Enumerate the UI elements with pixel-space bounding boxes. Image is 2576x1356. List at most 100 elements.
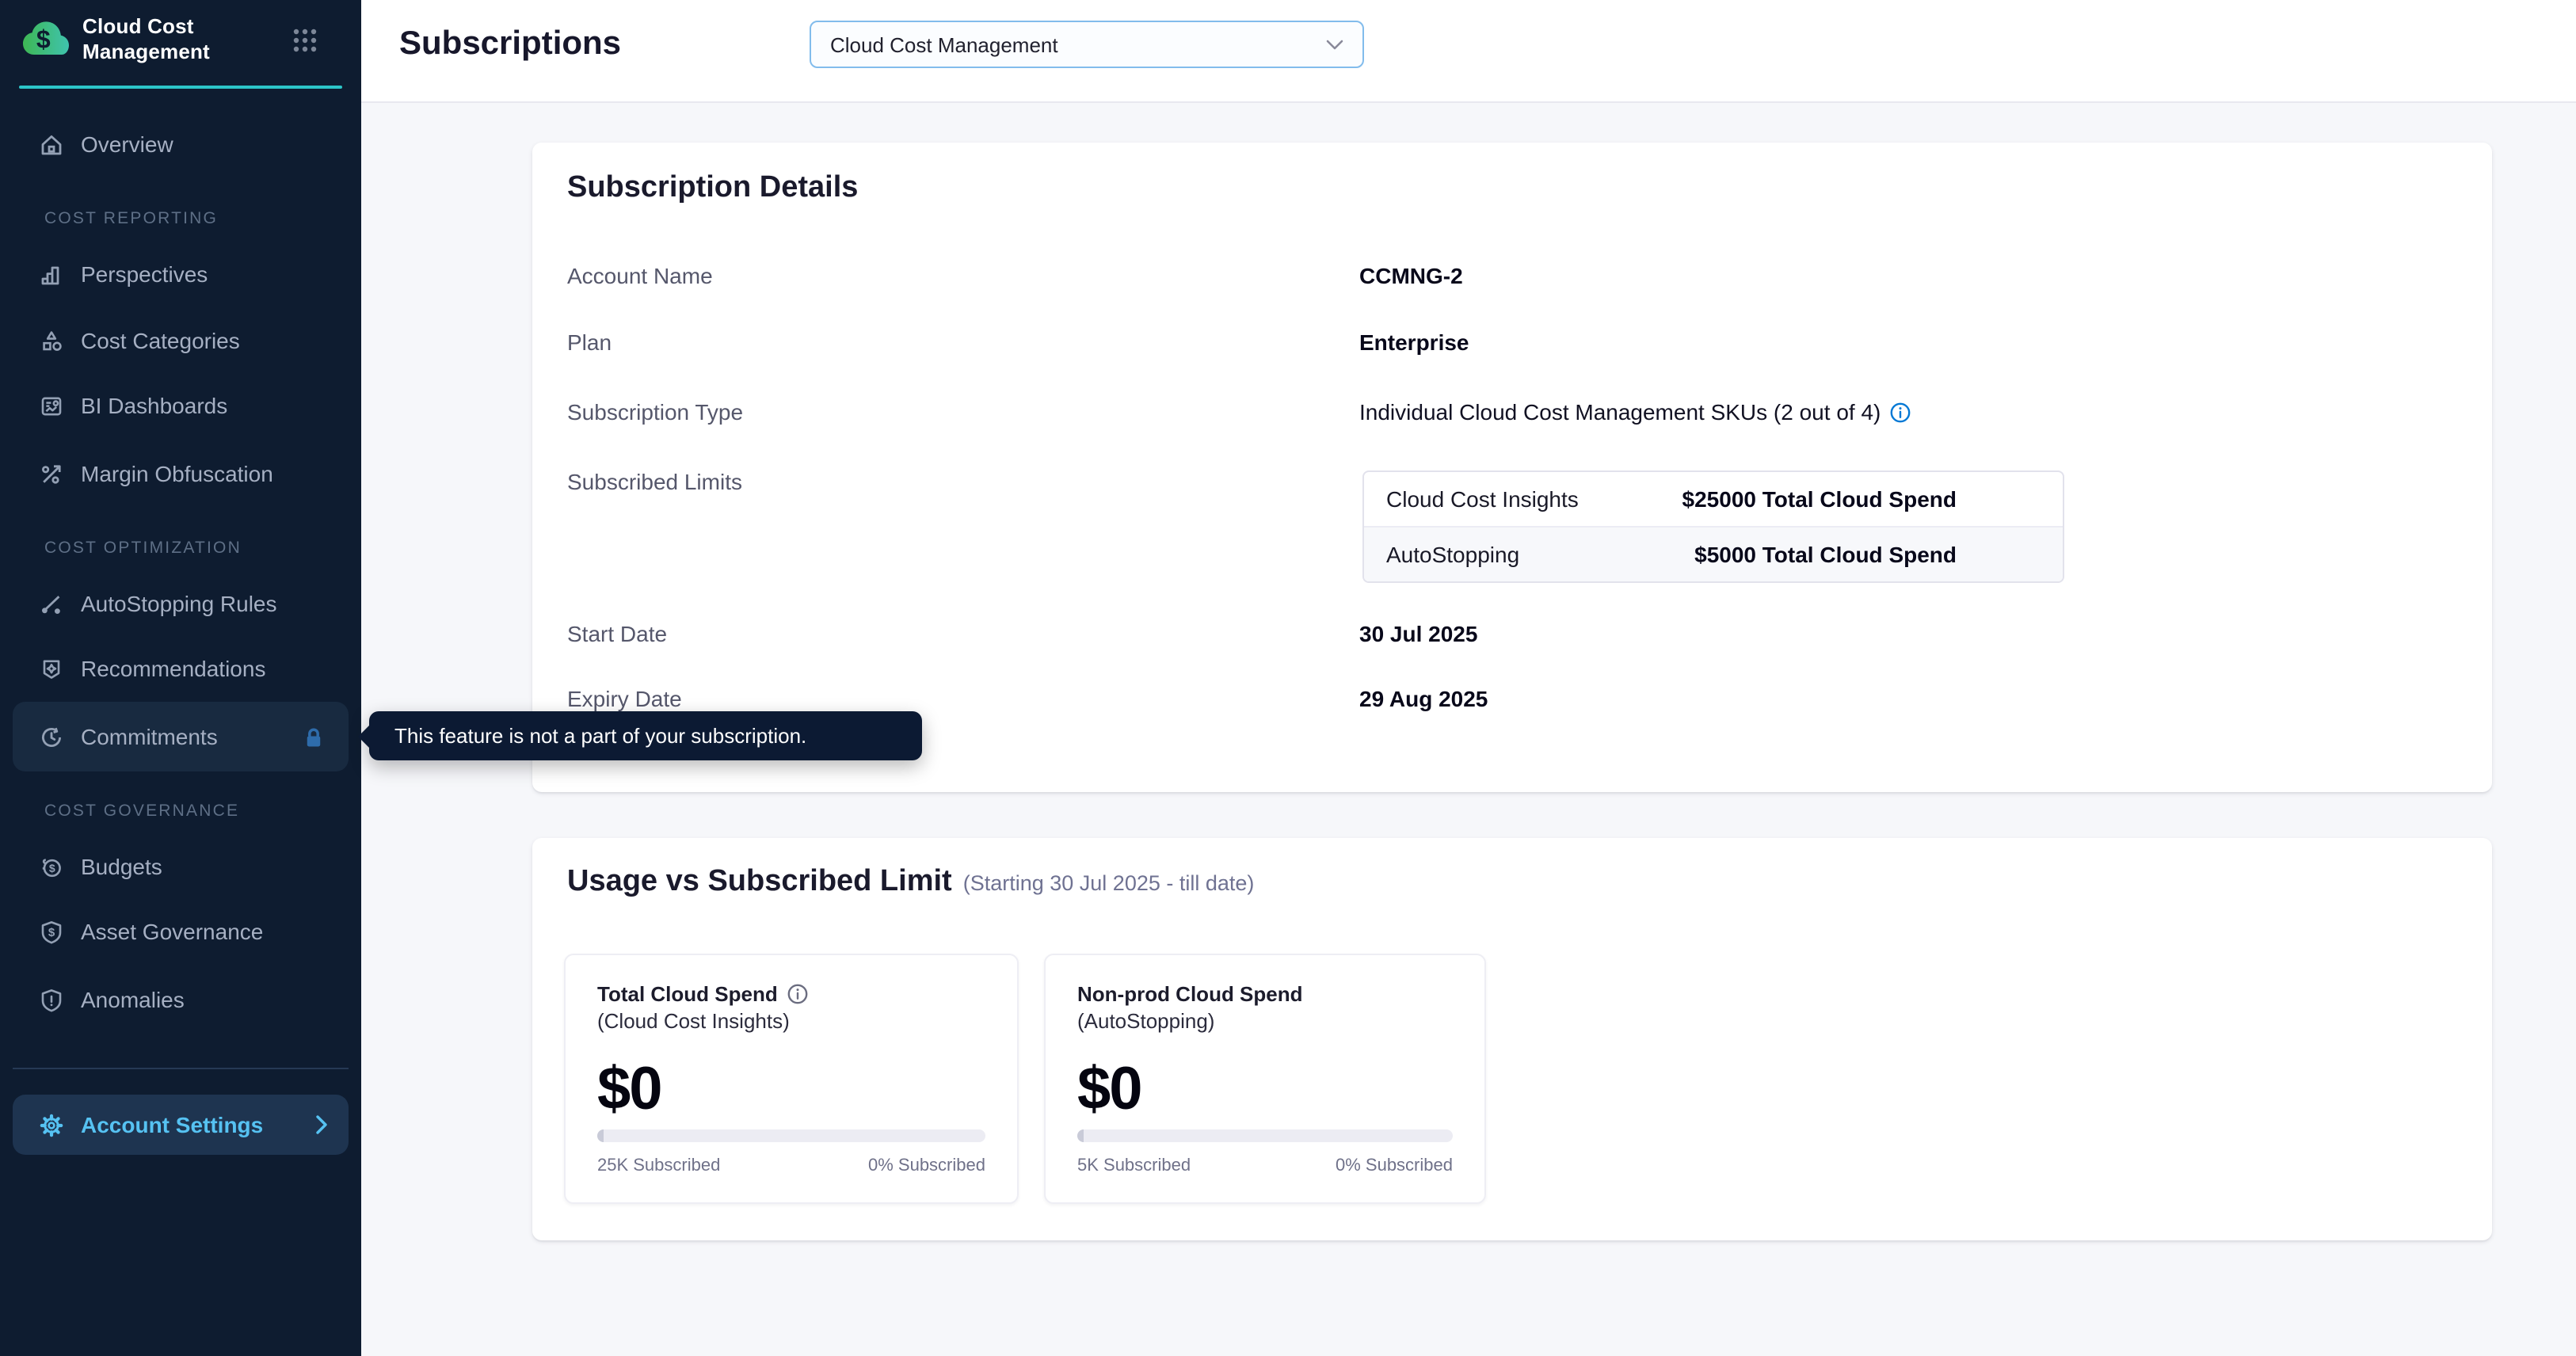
subscribed-percent-label: 0% Subscribed	[1336, 1156, 1453, 1175]
plan-label: Plan	[567, 329, 612, 355]
gear-icon	[40, 1113, 63, 1137]
sidebar-item-label: Cost Categories	[81, 328, 240, 353]
sidebar-item-cost-categories[interactable]: Cost Categories	[0, 312, 361, 369]
sidebar-item-bi-dashboards[interactable]: BI Dashboards	[0, 377, 361, 434]
sidebar-item-label: Asset Governance	[81, 919, 264, 944]
usage-title: Usage vs Subscribed Limit	[567, 865, 952, 898]
sidebar-item-perspectives[interactable]: Perspectives	[0, 246, 361, 303]
non-prod-cloud-spend-stat-card: Non-prod Cloud Spend (AutoStopping) $0 5…	[1044, 954, 1486, 1204]
account-name-value: CCMNG-2	[1359, 263, 1463, 288]
cloud-dollar-logo-icon: $	[23, 21, 69, 55]
chevron-right-icon	[316, 1115, 327, 1134]
spend-value: $0	[1077, 1057, 1143, 1123]
sku-name: Cloud Cost Insights	[1386, 486, 1579, 512]
sidebar-item-recommendations[interactable]: Recommendations	[0, 640, 361, 697]
sidebar-item-overview[interactable]: Overview	[0, 116, 361, 173]
usage-progress-labels: 5K Subscribed 0% Subscribed	[1077, 1156, 1453, 1175]
sku-limit: $5000 Total Cloud Spend	[1694, 542, 1957, 567]
usage-progress-labels: 25K Subscribed 0% Subscribed	[597, 1156, 985, 1175]
module-accent-divider	[19, 86, 342, 89]
total-cloud-spend-stat-card: Total Cloud Spend (Cloud Cost Insights) …	[564, 954, 1019, 1204]
shapes-icon	[43, 330, 62, 350]
percent-trend-icon	[42, 464, 61, 483]
module-selector-value: Cloud Cost Management	[830, 32, 1058, 56]
sidebar-item-label: Budgets	[81, 854, 162, 879]
sku-name: AutoStopping	[1386, 542, 1520, 567]
usage-progress-bar	[597, 1129, 985, 1142]
sidebar-item-autostopping-rules[interactable]: AutoStopping Rules	[0, 575, 361, 632]
shield-alert-icon	[41, 988, 62, 1011]
sidebar-item-label: Recommendations	[81, 656, 266, 681]
chevron-down-icon	[1326, 39, 1343, 49]
subscribed-amount-label: 25K Subscribed	[597, 1156, 721, 1175]
sidebar-item-label: BI Dashboards	[81, 393, 228, 418]
dashboard-image-icon	[41, 396, 62, 415]
usage-subtitle: (Starting 30 Jul 2025 - till date)	[962, 871, 1255, 895]
info-icon[interactable]	[1890, 402, 1911, 422]
sidebar-item-label: Anomalies	[81, 987, 185, 1012]
lock-icon	[307, 727, 321, 746]
info-icon[interactable]	[787, 984, 808, 1004]
refresh-clock-icon	[42, 726, 61, 746]
spend-value: $0	[597, 1057, 663, 1123]
subscribed-percent-label: 0% Subscribed	[868, 1156, 985, 1175]
svg-text:$: $	[49, 861, 55, 874]
sidebar-item-label: Account Settings	[81, 1112, 264, 1137]
page-title: Subscriptions	[399, 25, 622, 62]
stat-subtitle: (AutoStopping)	[1077, 1009, 1215, 1033]
usage-progress-bar	[1077, 1129, 1453, 1142]
page-header: Subscriptions Cloud Cost Management	[361, 0, 2576, 103]
sidebar-item-margin-obfuscation[interactable]: Margin Obfuscation	[0, 445, 361, 502]
usage-title-row: Usage vs Subscribed Limit (Starting 30 J…	[567, 865, 1254, 900]
subscribed-limits-label: Subscribed Limits	[567, 469, 742, 494]
account-name-label: Account Name	[567, 263, 713, 288]
sidebar-item-budgets[interactable]: $ Budgets	[0, 838, 361, 895]
stat-title: Total Cloud Spend	[597, 981, 985, 1007]
stat-subtitle: (Cloud Cost Insights)	[597, 1009, 790, 1033]
sidebar-item-anomalies[interactable]: Anomalies	[0, 971, 361, 1028]
module-grid-icon[interactable]	[292, 27, 318, 54]
table-row: AutoStopping $5000 Total Cloud Spend	[1364, 526, 2063, 581]
sidebar: $ Cloud Cost Management Overview COST RE…	[0, 0, 361, 1356]
usage-progress-fill	[597, 1129, 604, 1142]
svg-text:$: $	[48, 925, 55, 939]
sidebar-item-asset-governance[interactable]: $ Asset Governance	[0, 903, 361, 960]
locked-feature-tooltip: This feature is not a part of your subsc…	[369, 711, 922, 760]
section-cost-governance: COST GOVERNANCE	[44, 802, 240, 821]
shield-dollar-icon: $	[41, 920, 62, 943]
tooltip-text: This feature is not a part of your subsc…	[394, 724, 807, 748]
start-date-label: Start Date	[567, 621, 668, 646]
sidebar-item-label: Overview	[81, 131, 173, 157]
bar-chart-icon	[41, 265, 59, 284]
table-row: Cloud Cost Insights $25000 Total Cloud S…	[1364, 472, 2063, 526]
subscribed-amount-label: 5K Subscribed	[1077, 1156, 1191, 1175]
sidebar-item-commitments[interactable]: Commitments	[13, 702, 349, 771]
subscription-type-label: Subscription Type	[567, 399, 744, 425]
app-title: Cloud Cost Management	[82, 14, 210, 63]
subscription-details-card: Subscription Details Account Name CCMNG-…	[532, 143, 2492, 792]
recommendation-badge-icon	[43, 659, 60, 678]
sidebar-item-label: Perspectives	[81, 261, 208, 287]
autostopping-icon	[42, 595, 60, 613]
module-selector-dropdown[interactable]: Cloud Cost Management	[810, 21, 1364, 68]
expiry-date-label: Expiry Date	[567, 686, 682, 711]
main-area: Subscriptions Cloud Cost Management Subs…	[361, 0, 2576, 1356]
sidebar-divider	[13, 1068, 349, 1069]
svg-text:$: $	[36, 25, 51, 54]
expiry-date-value: 29 Aug 2025	[1359, 686, 1488, 711]
usage-vs-subscribed-limit-card: Usage vs Subscribed Limit (Starting 30 J…	[532, 838, 2492, 1240]
piggy-bank-icon: $	[42, 858, 61, 877]
sidebar-item-account-settings[interactable]: Account Settings	[13, 1095, 349, 1155]
start-date-value: 30 Jul 2025	[1359, 621, 1478, 646]
sku-limit: $25000 Total Cloud Spend	[1682, 486, 1957, 512]
home-icon	[41, 135, 62, 154]
section-cost-optimization: COST OPTIMIZATION	[44, 539, 242, 558]
plan-value: Enterprise	[1359, 329, 1469, 355]
usage-progress-fill	[1077, 1129, 1084, 1142]
subscription-type-value: Individual Cloud Cost Management SKUs (2…	[1359, 398, 1911, 426]
subscription-details-title: Subscription Details	[567, 171, 859, 204]
sidebar-item-label: Margin Obfuscation	[81, 461, 273, 486]
sidebar-item-label: AutoStopping Rules	[81, 591, 277, 616]
sidebar-item-label: Commitments	[81, 724, 218, 749]
